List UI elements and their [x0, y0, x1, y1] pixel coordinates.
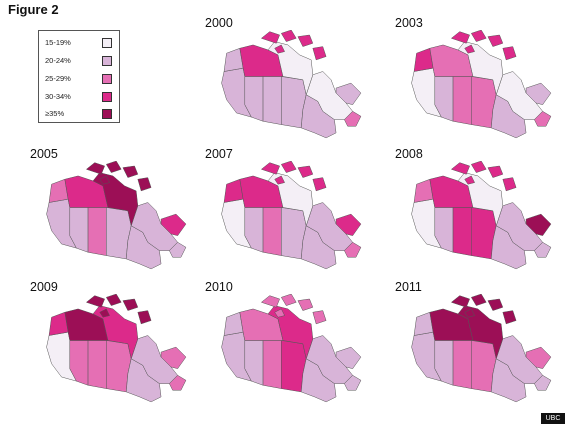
region-arc: [450, 161, 517, 192]
region-qc: [305, 71, 353, 120]
region-mar: [344, 374, 362, 391]
legend-swatch: [102, 56, 112, 66]
region-mar: [169, 241, 187, 258]
canada-map: [411, 30, 552, 139]
figure-title: Figure 2: [8, 2, 59, 17]
legend-swatch: [102, 109, 112, 119]
region-qc: [495, 335, 543, 384]
legend-swatch: [102, 38, 112, 48]
region-nl: [335, 213, 362, 236]
region-nl: [160, 213, 187, 236]
map-year: 2007: [205, 147, 233, 161]
region-arc: [450, 30, 517, 61]
map-year: 2011: [395, 280, 422, 294]
map-panel: 2005: [30, 147, 210, 275]
map-panel: 2007: [205, 147, 385, 275]
legend-item: 30-34%: [45, 91, 117, 103]
region-sk: [452, 207, 472, 256]
legend-label: 20-24%: [45, 56, 71, 65]
region-arc: [85, 294, 152, 325]
legend-label: ≥35%: [45, 109, 65, 118]
legend-label: 25-29%: [45, 74, 71, 83]
canada-map: [411, 161, 552, 270]
canada-map: [46, 161, 187, 270]
region-sk: [87, 207, 107, 256]
region-mar: [534, 374, 552, 391]
region-sk: [87, 340, 107, 389]
region-arc: [85, 161, 152, 192]
canada-map: [221, 294, 362, 403]
region-sk: [452, 76, 472, 125]
map-panel: 2011: [395, 280, 570, 408]
map-panel: 2003: [395, 16, 570, 144]
legend-item: 15-19%: [45, 37, 117, 49]
region-mar: [344, 110, 362, 127]
region-nu: [92, 305, 139, 360]
region-nl: [160, 346, 187, 369]
region-mar: [534, 110, 552, 127]
region-qc: [495, 202, 543, 251]
region-nu: [457, 305, 504, 360]
map-year: 2008: [395, 147, 423, 161]
canada-map: [411, 294, 552, 403]
region-arc: [260, 161, 327, 192]
region-qc: [130, 335, 178, 384]
region-nu: [457, 41, 504, 96]
region-nu: [92, 172, 139, 227]
region-mar: [169, 374, 187, 391]
map-panel: 2008: [395, 147, 570, 275]
region-nl: [525, 346, 552, 369]
region-mar: [344, 241, 362, 258]
canada-map: [221, 30, 362, 139]
map-panel: 2000: [205, 16, 385, 144]
region-arc: [260, 294, 327, 325]
legend-item: 25-29%: [45, 73, 117, 85]
ubc-logo: UBC: [541, 413, 565, 424]
region-nl: [335, 82, 362, 105]
region-qc: [305, 202, 353, 251]
legend-item: ≥35%: [45, 108, 117, 120]
region-nu: [457, 172, 504, 227]
region-nl: [525, 213, 552, 236]
region-nu: [267, 172, 314, 227]
region-arc: [450, 294, 517, 325]
region-nu: [267, 305, 314, 360]
region-arc: [260, 30, 327, 61]
region-mar: [534, 241, 552, 258]
map-panel: 2009: [30, 280, 210, 408]
legend-label: 30-34%: [45, 92, 71, 101]
map-year: 2003: [395, 16, 423, 30]
canada-map: [221, 161, 362, 270]
map-year: 2009: [30, 280, 58, 294]
region-qc: [130, 202, 178, 251]
map-year: 2000: [205, 16, 233, 30]
region-qc: [495, 71, 543, 120]
region-sk: [262, 207, 282, 256]
region-sk: [452, 340, 472, 389]
canada-map: [46, 294, 187, 403]
map-year: 2010: [205, 280, 233, 294]
region-nl: [335, 346, 362, 369]
region-sk: [262, 76, 282, 125]
map-panel: 2010: [205, 280, 385, 408]
region-nu: [267, 41, 314, 96]
legend-item: 20-24%: [45, 55, 117, 67]
region-nl: [525, 82, 552, 105]
legend: 15-19% 20-24% 25-29% 30-34% ≥35%: [38, 30, 120, 123]
legend-label: 15-19%: [45, 38, 71, 47]
region-sk: [262, 340, 282, 389]
region-qc: [305, 335, 353, 384]
legend-swatch: [102, 74, 112, 84]
map-year: 2005: [30, 147, 58, 161]
legend-swatch: [102, 92, 112, 102]
